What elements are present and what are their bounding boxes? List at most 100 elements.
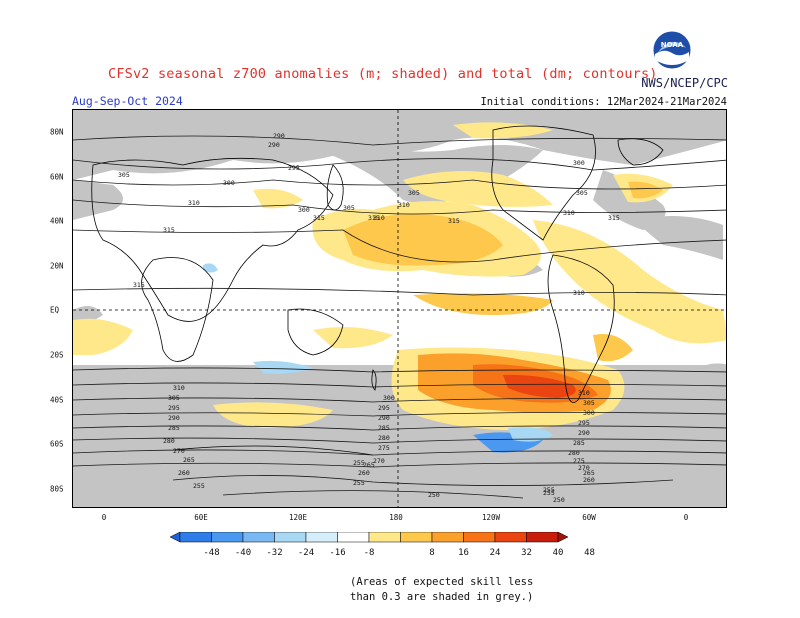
colorbar-cell: [463, 532, 496, 543]
colorbar-tick-label: 8: [429, 548, 435, 558]
colorbar-tick-label: 16: [458, 548, 469, 558]
contour-label: 275: [378, 444, 390, 452]
lat-label: 60N: [50, 172, 64, 182]
contour-label: 300: [383, 394, 395, 402]
contour-label: 255: [353, 459, 365, 467]
lat-label: 40N: [50, 216, 64, 226]
contour-label: 260: [358, 469, 370, 477]
contour-label: 315: [448, 217, 460, 225]
coastlines: [91, 125, 664, 456]
colorbar-tick-label: -24: [297, 548, 315, 558]
lat-label: 80S: [50, 484, 64, 494]
contour-label: 285: [378, 424, 390, 432]
contour-label: 305: [168, 394, 180, 402]
colorbar-tick-label: -8: [363, 548, 375, 558]
colorbar: [170, 532, 569, 543]
contour-label: 305: [583, 399, 595, 407]
contour-label: 305: [576, 189, 588, 197]
colorbar-cell: [494, 532, 527, 543]
lat-label: 80N: [50, 127, 64, 137]
contour-label: 280: [568, 449, 580, 457]
contour-label: 295: [378, 404, 390, 412]
colorbar-tick-label: 24: [489, 548, 501, 558]
colorbar-cell: [274, 532, 307, 543]
colorbar-tick-label: 32: [521, 548, 532, 558]
contour-label: 300: [223, 179, 235, 187]
contour-label: 310: [573, 289, 585, 297]
contour-label: 315: [163, 226, 175, 234]
contour-label: 295: [578, 419, 590, 427]
colorbar-cell: [431, 532, 464, 543]
contour-label: 255: [543, 489, 555, 497]
contour-label: 310: [173, 384, 185, 392]
contour-label: 290: [168, 414, 180, 422]
colorbar-tick-label: 48: [584, 548, 595, 558]
contour-label: 255: [543, 486, 555, 494]
contour-label: 300: [298, 206, 310, 214]
colorbar-tick-label: 40: [552, 548, 564, 558]
colorbar-cell: [211, 532, 244, 543]
lat-label: 20S: [50, 350, 64, 360]
colorbar-cell: [400, 532, 433, 543]
colorbar-tick-label: -48: [203, 548, 220, 558]
chart-title: CFSv2 seasonal z700 anomalies (m; shaded…: [108, 66, 658, 82]
contour-label: 315: [313, 214, 325, 222]
colorbar-arrow-right: [557, 532, 569, 543]
lon-label: 60E: [194, 513, 208, 522]
lat-label: EQ: [50, 305, 60, 315]
contour-label: 315: [368, 214, 380, 222]
lon-label: 120W: [481, 513, 501, 522]
contour-label: 255: [353, 479, 365, 487]
colorbar-cell: [242, 532, 275, 543]
contour-label: 310: [398, 201, 410, 209]
contour-label: 290: [378, 414, 390, 422]
contour-label: 270: [578, 464, 590, 472]
lon-label: 0: [101, 513, 107, 522]
colorbar-tick-label: -32: [266, 548, 283, 558]
contour-label: 310: [578, 389, 590, 397]
map-svg: 2902953003053103153003103053153053103153…: [73, 110, 726, 507]
contour-label: 315: [133, 281, 145, 289]
contour-label: 290: [268, 141, 280, 149]
contour-label: 300: [573, 159, 585, 167]
contour-label: 305: [408, 189, 420, 197]
forecast-period: Aug-Sep-Oct 2024: [72, 94, 183, 108]
colorbar-cell: [305, 532, 338, 543]
anomaly-map: 290 295 300 305 310 315 300 310 305 315 305 310 315 3…: [72, 109, 727, 508]
contour-label: 285: [168, 424, 180, 432]
contour-label: 250: [428, 491, 440, 499]
reference-lines: [73, 110, 726, 507]
agency-label: NWS/NCEP/CPC: [641, 76, 728, 90]
svg-text:NOAA: NOAA: [661, 41, 684, 49]
colorbar-cell: [526, 532, 559, 543]
colorbar-cell: [368, 532, 401, 543]
lat-label: 20N: [50, 261, 64, 271]
contour-label: 315: [608, 214, 620, 222]
colorbar-tick-label: -16: [329, 548, 346, 558]
colorbar-cell: [179, 532, 212, 543]
contour-label: 295: [168, 404, 180, 412]
contour-label: 280: [163, 437, 175, 445]
noaa-logo: NOAA: [652, 30, 692, 70]
contour-label: 265: [363, 461, 375, 469]
contour-label: 280: [378, 434, 390, 442]
contour-label: 275: [573, 457, 585, 465]
contour-lines: [73, 135, 726, 499]
contour-label: 290: [273, 132, 285, 140]
contour-label: 255: [193, 482, 205, 490]
lon-label: 60W: [582, 513, 596, 522]
initial-conditions: Initial conditions: 12Mar2024-21Mar2024: [480, 96, 727, 108]
lat-label: 60S: [50, 439, 64, 449]
contour-label: 250: [553, 496, 565, 504]
contour-label: 260: [583, 476, 595, 484]
contour-label: 260: [178, 469, 190, 477]
contour-label: 285: [573, 439, 585, 447]
contour-label: 270: [173, 447, 185, 455]
contour-label: 295: [288, 164, 300, 172]
colorbar-tick-label: -40: [234, 548, 252, 558]
contour-label: 305: [118, 171, 130, 179]
positive-anomaly-shading: [73, 122, 726, 430]
contour-label: 265: [183, 456, 195, 464]
contour-labels: 2902953003053103153003103053153053103153…: [118, 132, 620, 504]
contour-label: 310: [188, 199, 200, 207]
